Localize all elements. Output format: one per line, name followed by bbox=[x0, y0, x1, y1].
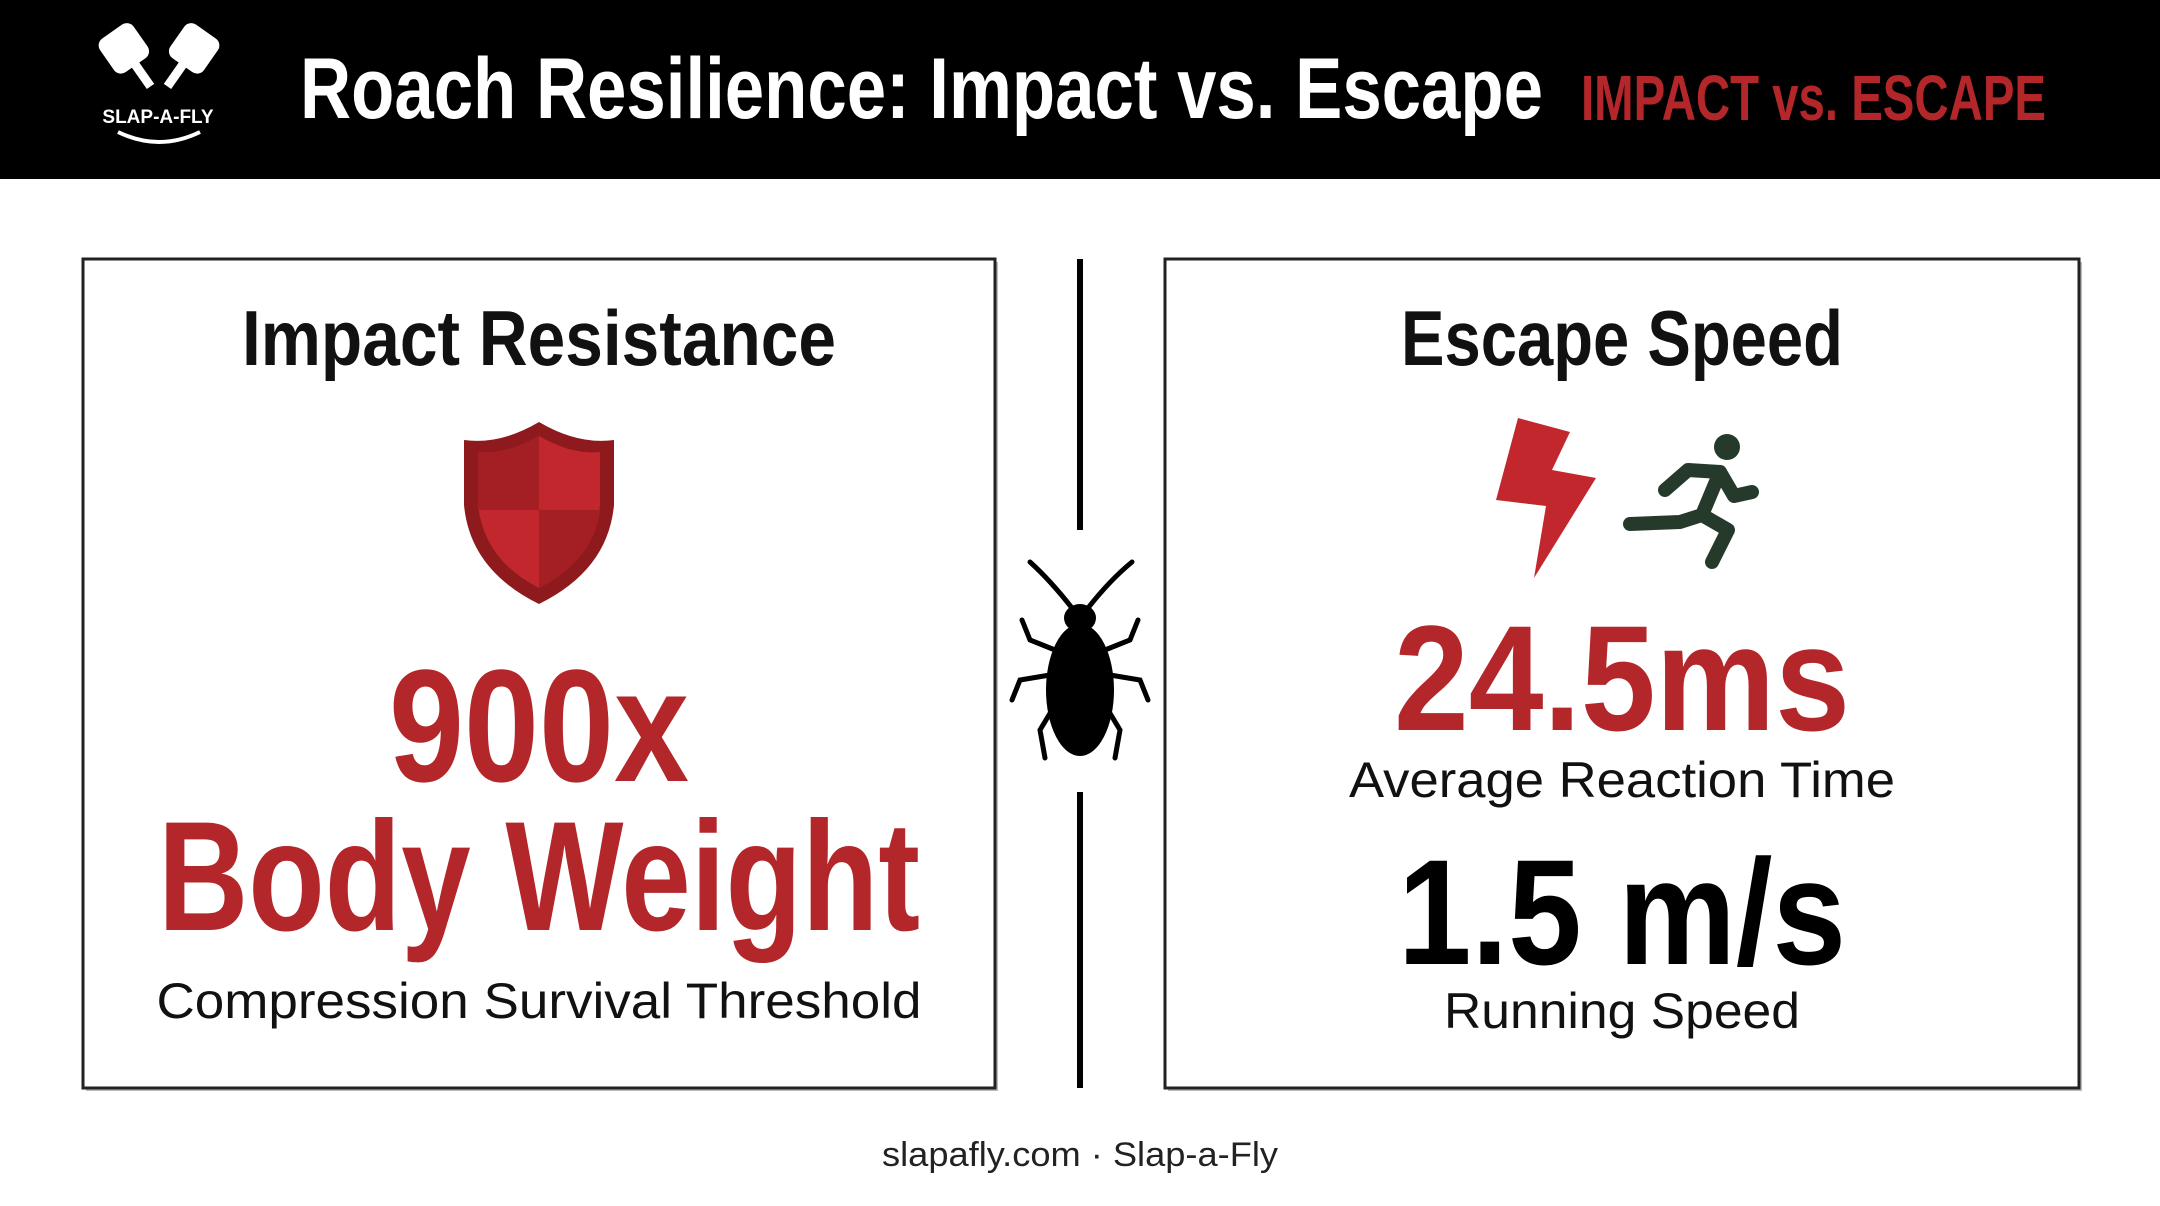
stat-value: 1.5 m/s bbox=[1398, 828, 1846, 996]
logo: SLAP-A-FLY bbox=[98, 23, 220, 144]
panel-heading: Impact Resistance bbox=[242, 294, 836, 382]
runner-icon bbox=[1623, 434, 1759, 569]
logo-text: SLAP-A-FLY bbox=[102, 107, 214, 128]
panel bbox=[81, 257, 997, 1090]
title-tag: IMPACT vs. ESCAPE bbox=[1581, 62, 2046, 134]
stat-label: Body Weight bbox=[158, 790, 920, 964]
stat-value: 900x bbox=[389, 636, 689, 815]
stat-label: Running Speed bbox=[1444, 983, 1800, 1039]
panel-heading: Escape Speed bbox=[1401, 294, 1843, 382]
title: Roach Resilience: Impact vs. Escape bbox=[300, 41, 1543, 137]
lightning-icon bbox=[1496, 418, 1596, 578]
stat-label: Average Reaction Time bbox=[1349, 752, 1895, 808]
header-bar bbox=[0, 0, 2160, 179]
stat-value: 24.5ms bbox=[1394, 594, 1850, 762]
shield-icon bbox=[464, 422, 614, 604]
caption: Compression Survival Threshold bbox=[157, 973, 922, 1029]
footer: slapafly.com · Slap-a-Fly bbox=[882, 1136, 1278, 1174]
panel bbox=[1163, 257, 2081, 1090]
roach-icon bbox=[1009, 559, 1151, 761]
